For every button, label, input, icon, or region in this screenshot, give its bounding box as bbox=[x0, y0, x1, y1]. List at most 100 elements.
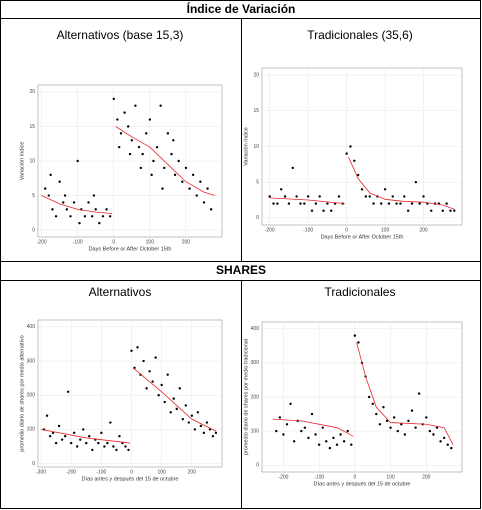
x-tick-label: 200 bbox=[419, 227, 428, 233]
data-point bbox=[310, 209, 314, 212]
x-tick-label: 0 bbox=[112, 239, 115, 245]
data-point bbox=[399, 202, 402, 205]
x-tick-label: -100 bbox=[73, 239, 83, 245]
data-point bbox=[177, 159, 180, 163]
data-point bbox=[428, 429, 432, 433]
chart-title: Tradicionales bbox=[325, 285, 396, 299]
data-point bbox=[161, 187, 164, 190]
x-tick-label: 0 bbox=[353, 474, 356, 480]
data-point bbox=[159, 104, 162, 107]
x-tick-label: -200 bbox=[278, 474, 288, 480]
data-point bbox=[289, 402, 292, 406]
plot-area bbox=[37, 319, 223, 468]
data-point bbox=[400, 423, 403, 426]
data-point bbox=[387, 202, 391, 205]
x-tick-label: 0 bbox=[345, 227, 348, 233]
data-point bbox=[202, 201, 206, 204]
data-point bbox=[389, 426, 392, 429]
x-tick-label: 100 bbox=[158, 469, 167, 475]
data-point bbox=[170, 152, 173, 156]
data-point bbox=[383, 188, 387, 191]
data-point bbox=[391, 195, 394, 198]
data-point bbox=[350, 443, 353, 446]
data-point bbox=[65, 208, 69, 211]
data-point bbox=[214, 431, 218, 435]
data-point bbox=[172, 139, 175, 142]
y-tick-label: 5 bbox=[256, 180, 259, 186]
data-point bbox=[57, 424, 61, 428]
data-point bbox=[163, 166, 166, 170]
data-point bbox=[435, 426, 439, 429]
data-point bbox=[353, 159, 356, 162]
data-point bbox=[285, 423, 289, 426]
data-point bbox=[134, 104, 137, 107]
y-tick-label: 15 bbox=[253, 108, 259, 114]
data-point bbox=[157, 394, 160, 397]
data-point bbox=[287, 202, 291, 205]
trend-line bbox=[41, 195, 112, 214]
data-point bbox=[63, 435, 67, 438]
y-tick-label: 400 bbox=[251, 326, 260, 332]
data-point bbox=[72, 431, 76, 435]
data-point bbox=[364, 195, 368, 198]
y-tick-label: 100 bbox=[27, 427, 36, 433]
data-point bbox=[209, 208, 213, 211]
data-point bbox=[422, 195, 425, 198]
data-point bbox=[272, 202, 275, 205]
y-axis-title: Variación índice bbox=[243, 127, 249, 166]
y-tick-label: 15 bbox=[29, 124, 35, 130]
data-point bbox=[151, 380, 154, 383]
data-point bbox=[58, 180, 61, 183]
data-point bbox=[414, 180, 418, 184]
data-point bbox=[307, 436, 310, 440]
x-tick-label: 100 bbox=[381, 227, 390, 233]
data-point bbox=[91, 448, 94, 452]
data-point bbox=[109, 421, 112, 424]
y-tick-label: 20 bbox=[253, 72, 259, 78]
data-point bbox=[85, 441, 88, 445]
data-point bbox=[142, 359, 145, 363]
data-point bbox=[119, 132, 123, 135]
data-point bbox=[103, 445, 106, 448]
trend-line bbox=[40, 429, 131, 444]
data-point bbox=[139, 166, 143, 170]
y-tick-label: 0 bbox=[256, 215, 259, 221]
data-point bbox=[292, 440, 296, 443]
data-point bbox=[191, 173, 195, 177]
data-point bbox=[321, 426, 324, 429]
trend-line bbox=[272, 418, 354, 437]
data-point bbox=[202, 431, 206, 435]
data-point bbox=[187, 421, 191, 424]
data-point bbox=[48, 435, 52, 438]
data-point bbox=[184, 166, 188, 170]
trend-line bbox=[115, 126, 215, 196]
data-point bbox=[54, 215, 58, 218]
data-point bbox=[145, 132, 148, 135]
data-point bbox=[349, 145, 352, 148]
data-point bbox=[163, 400, 166, 404]
y-tick-label: 0 bbox=[256, 463, 259, 469]
data-point bbox=[417, 392, 421, 395]
data-point bbox=[63, 194, 67, 197]
y-tick-label: 100 bbox=[251, 428, 260, 434]
data-point bbox=[123, 111, 126, 114]
x-tick-label: -300 bbox=[36, 469, 46, 475]
data-point bbox=[44, 187, 47, 190]
x-tick-label: 0 bbox=[130, 469, 133, 475]
data-point bbox=[346, 429, 349, 433]
x-tick-label: -200 bbox=[265, 227, 275, 233]
trend-line bbox=[356, 342, 454, 445]
data-point bbox=[449, 209, 452, 212]
data-point bbox=[453, 209, 456, 212]
data-point bbox=[446, 443, 449, 446]
section-heading: SHARES bbox=[216, 263, 266, 277]
data-point bbox=[76, 159, 79, 163]
chart-title: Alternativos (base 15,3) bbox=[57, 28, 184, 42]
data-point bbox=[166, 132, 170, 135]
data-point bbox=[166, 373, 169, 376]
data-point bbox=[141, 152, 144, 156]
data-point bbox=[130, 349, 133, 352]
x-tick-label: 100 bbox=[386, 474, 395, 480]
data-point bbox=[148, 370, 151, 373]
y-tick-label: 10 bbox=[29, 158, 35, 164]
